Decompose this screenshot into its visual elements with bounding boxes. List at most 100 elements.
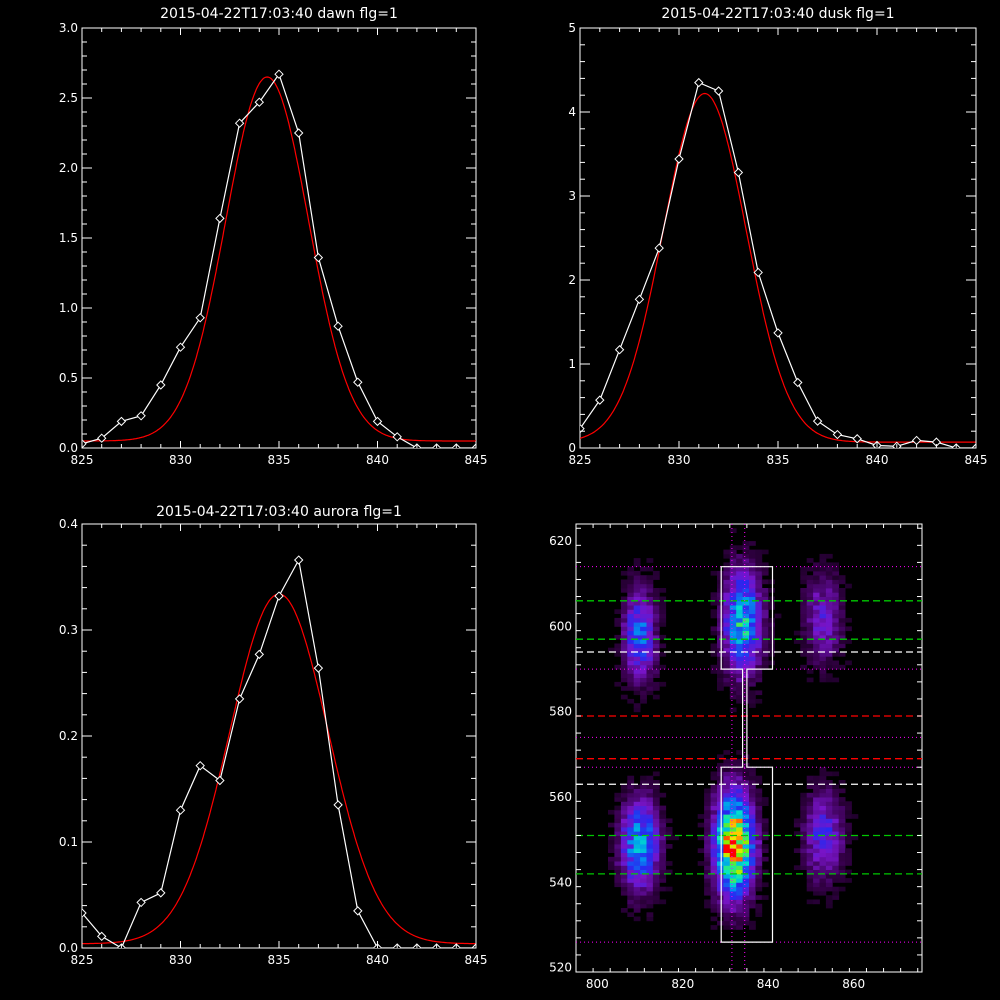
heatmap-cell — [614, 852, 622, 858]
data-point — [753, 267, 763, 278]
heatmap-cell — [723, 613, 731, 619]
heatmap-cell — [640, 605, 647, 610]
heatmap-cell — [729, 762, 737, 768]
heatmap-cell — [659, 681, 667, 687]
heatmap-cell — [755, 848, 763, 853]
heatmap-cell — [838, 634, 846, 640]
heatmap-cell — [652, 801, 660, 806]
heatmap-cell — [717, 656, 724, 661]
heatmap-cell — [723, 767, 731, 772]
heatmap-cell — [633, 826, 641, 832]
heatmap-cell — [825, 797, 833, 802]
heatmap-cell — [620, 844, 628, 849]
heatmap-cell — [710, 822, 718, 828]
heatmap-cell — [845, 626, 852, 632]
heatmap-cell — [723, 681, 731, 687]
heatmap-cell — [761, 822, 769, 828]
heatmap-cell — [742, 814, 750, 819]
data-point — [392, 432, 402, 442]
heatmap-cell — [717, 575, 724, 580]
plot-area — [82, 555, 476, 948]
heatmap-cell — [742, 771, 750, 777]
heatmap-cell — [749, 541, 756, 546]
heatmap-cell — [729, 605, 737, 610]
heatmap-cell — [761, 652, 769, 657]
heatmap-cell — [646, 652, 654, 657]
heatmap-cell — [659, 596, 667, 602]
heatmap-cell — [819, 609, 827, 614]
heatmap-cell — [627, 596, 635, 602]
heatmap-cell — [704, 788, 711, 794]
heatmap-cell — [736, 686, 743, 691]
heatmap-cell — [710, 643, 718, 649]
heatmap-cell — [652, 605, 660, 610]
heatmap-cell — [736, 784, 743, 789]
data-point — [595, 395, 605, 405]
data-point — [654, 243, 664, 253]
heatmap-cell — [845, 826, 852, 832]
y-tick-label: 0.4 — [59, 517, 78, 531]
heatmap-cell — [646, 916, 654, 922]
heatmap-cell — [646, 617, 654, 623]
heatmap-cell — [640, 797, 647, 802]
heatmap-cell — [729, 780, 737, 785]
heatmap-cell — [819, 647, 827, 653]
heatmap-cell — [761, 570, 769, 576]
heatmap-cell — [806, 801, 814, 806]
heatmap-cell — [800, 844, 808, 849]
heatmap-cell — [723, 792, 731, 798]
heatmap-cell — [761, 566, 769, 572]
panel-aurora: 2015-04-22T17:03:40 aurora flg=1 825 830 8… — [59, 504, 488, 967]
heatmap-cell — [640, 886, 647, 892]
heatmap-cell — [742, 852, 750, 858]
heatmap-cell — [825, 903, 833, 909]
heatmap-cell — [800, 592, 808, 597]
heatmap-cell — [627, 814, 635, 819]
heatmap-cell — [729, 869, 737, 875]
heatmap-cell — [768, 622, 775, 627]
heatmap-cell — [736, 673, 743, 678]
heatmap-cell — [710, 669, 718, 674]
heatmap-cell — [620, 609, 628, 614]
heatmap-cell — [640, 903, 647, 909]
y-tick-label: 600 — [549, 619, 572, 633]
heatmap-cell — [800, 570, 808, 576]
heatmap-cell — [620, 886, 628, 892]
heatmap-cell — [627, 882, 635, 888]
heatmap-cell — [620, 673, 628, 678]
heatmap-cell — [825, 630, 833, 636]
data-point — [333, 800, 343, 810]
heatmap-cell — [633, 652, 641, 657]
heatmap-cell — [742, 801, 750, 806]
heatmap-cell — [729, 634, 737, 640]
heatmap-cell — [749, 848, 756, 853]
heatmap-cell — [633, 690, 641, 696]
heatmap-cell — [710, 916, 718, 922]
heatmap-cell — [838, 826, 846, 832]
x-tick-label: 825 — [71, 953, 94, 967]
heatmap-cell — [717, 856, 724, 862]
heatmap-cell — [627, 856, 635, 862]
heatmap-cell — [806, 848, 814, 853]
heatmap-cell — [723, 750, 731, 755]
heatmap-cell — [838, 856, 846, 862]
heatmap-cell — [614, 839, 622, 845]
heatmap-cell — [819, 622, 827, 627]
heatmap-cell — [825, 895, 833, 900]
heatmap-cell — [825, 865, 833, 870]
heatmap-cell — [646, 605, 654, 610]
heatmap-cell — [659, 822, 667, 828]
heatmap-cell — [640, 878, 647, 883]
heatmap-cell — [627, 609, 635, 614]
heatmap-cell — [723, 677, 731, 683]
data-point — [614, 345, 625, 355]
heatmap-cell — [768, 639, 775, 644]
heatmap-cell — [800, 643, 808, 649]
heatmap-cell — [704, 839, 711, 845]
heatmap-cell — [633, 596, 641, 602]
heatmap-cell — [717, 835, 724, 841]
heatmap-cell — [742, 686, 750, 691]
heatmap-cell — [697, 861, 705, 866]
heatmap-cell — [819, 613, 827, 619]
y-tick-label: 580 — [549, 705, 572, 719]
